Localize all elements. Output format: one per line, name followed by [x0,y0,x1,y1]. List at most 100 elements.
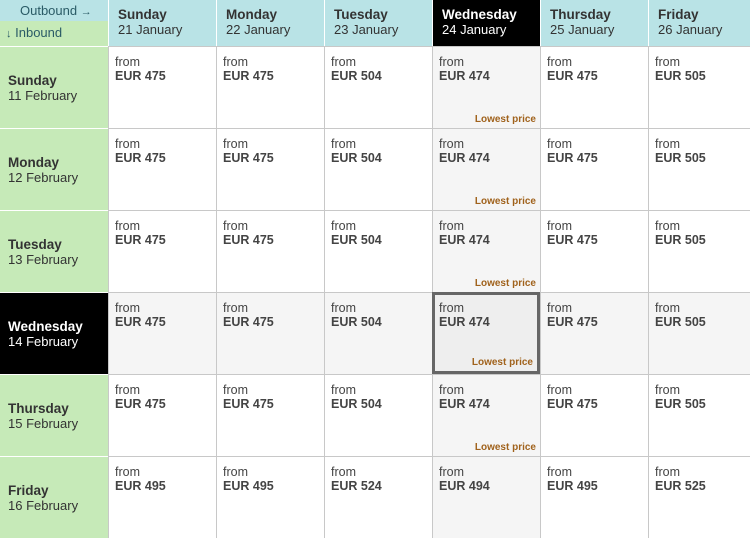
price-cell[interactable]: from EUR 475 [108,128,216,210]
price: EUR 475 [547,151,598,165]
price-cell[interactable]: from EUR 475 [540,292,648,374]
price-cell[interactable]: from EUR 475 [216,374,324,456]
price: EUR 505 [655,69,706,83]
outbound-date-header[interactable]: Monday 22 January [216,0,324,46]
price-cell[interactable]: from EUR 474 Lowest price [432,46,540,128]
price: EUR 475 [223,233,274,247]
price-cell[interactable]: from EUR 474 Lowest price [432,374,540,456]
axis-legend: Outbound → ↓ Inbound [0,0,108,46]
from-label: from [115,55,140,69]
outbound-date-header[interactable]: Sunday 21 January [108,0,216,46]
price: EUR 475 [115,397,166,411]
from-label: from [655,55,680,69]
price-cell[interactable]: from EUR 475 [108,46,216,128]
day: Monday [226,7,278,22]
price: EUR 475 [115,151,166,165]
price-cell[interactable]: from EUR 475 [540,46,648,128]
price-cell[interactable]: from EUR 474 Lowest price [432,210,540,292]
price-cell[interactable]: from EUR 505 [648,46,750,128]
from-label: from [547,301,572,315]
from-label: from [547,383,572,397]
outbound-label: Outbound → [0,0,108,21]
inbound-date-header[interactable]: Sunday 11 February [0,46,108,128]
outbound-date-header[interactable]: Wednesday 24 January [432,0,540,46]
price: EUR 505 [655,315,706,329]
price-cell[interactable]: from EUR 505 [648,374,750,456]
from-label: from [115,383,140,397]
outbound-date-header[interactable]: Tuesday 23 January [324,0,432,46]
from-label: from [439,55,464,69]
price-cell[interactable]: from EUR 495 [216,456,324,538]
day: Wednesday [8,319,83,334]
price-cell[interactable]: from EUR 474 Lowest price [432,128,540,210]
price: EUR 504 [331,397,382,411]
price-cell[interactable]: from EUR 475 [540,374,648,456]
price: EUR 475 [223,69,274,83]
date: 24 January [442,22,507,37]
price: EUR 475 [547,315,598,329]
inbound-label: ↓ Inbound [0,21,108,46]
inbound-date-header[interactable]: Thursday 15 February [0,374,108,456]
from-label: from [655,301,680,315]
price: EUR 475 [115,69,166,83]
price: EUR 475 [223,315,274,329]
inbound-date-header[interactable]: Monday 12 February [0,128,108,210]
price-cell[interactable]: from EUR 495 [108,456,216,538]
outbound-date-header[interactable]: Thursday 25 January [540,0,648,46]
price-cell[interactable]: from EUR 475 [108,292,216,374]
price: EUR 504 [331,69,382,83]
from-label: from [331,383,356,397]
price-cell[interactable]: from EUR 524 [324,456,432,538]
from-label: from [115,465,140,479]
price-cell[interactable]: from EUR 475 [216,292,324,374]
from-label: from [115,137,140,151]
price-cell[interactable]: from EUR 474 Lowest price [432,292,540,374]
outbound-text: Outbound [20,3,78,18]
price-cell[interactable]: from EUR 505 [648,128,750,210]
price-cell[interactable]: from EUR 504 [324,128,432,210]
date: 23 January [334,22,399,37]
price-cell[interactable]: from EUR 475 [108,374,216,456]
price-cell[interactable]: from EUR 494 [432,456,540,538]
lowest-price-badge: Lowest price [471,357,533,368]
date: 26 January [658,22,723,37]
lowest-price-badge: Lowest price [474,196,536,207]
from-label: from [223,137,248,151]
lowest-price-badge: Lowest price [474,442,536,453]
price-cell[interactable]: from EUR 475 [108,210,216,292]
inbound-date-header[interactable]: Friday 16 February [0,456,108,538]
price: EUR 505 [655,151,706,165]
day: Friday [658,7,699,22]
from-label: from [223,301,248,315]
from-label: from [655,465,680,479]
price-cell[interactable]: from EUR 475 [216,46,324,128]
price-cell[interactable]: from EUR 525 [648,456,750,538]
price-cell[interactable]: from EUR 475 [216,210,324,292]
price-cell[interactable]: from EUR 504 [324,210,432,292]
inbound-date-header[interactable]: Tuesday 13 February [0,210,108,292]
from-label: from [547,137,572,151]
price-cell[interactable]: from EUR 504 [324,292,432,374]
price: EUR 494 [439,479,490,493]
price: EUR 495 [547,479,598,493]
price: EUR 505 [655,397,706,411]
price-cell[interactable]: from EUR 475 [540,210,648,292]
price-cell[interactable]: from EUR 505 [648,210,750,292]
price-cell[interactable]: from EUR 495 [540,456,648,538]
inbound-date-header[interactable]: Wednesday 14 February [0,292,108,374]
price-cell[interactable]: from EUR 504 [324,374,432,456]
from-label: from [547,465,572,479]
day: Friday [8,483,49,498]
day: Thursday [550,7,611,22]
price: EUR 474 [439,397,490,411]
outbound-date-header[interactable]: Friday 26 January [648,0,750,46]
price: EUR 475 [115,315,166,329]
from-label: from [223,219,248,233]
price-cell[interactable]: from EUR 504 [324,46,432,128]
price-cell[interactable]: from EUR 475 [540,128,648,210]
price-cell[interactable]: from EUR 475 [216,128,324,210]
price-cell[interactable]: from EUR 505 [648,292,750,374]
from-label: from [655,383,680,397]
arrow-right-icon: → [80,6,92,18]
